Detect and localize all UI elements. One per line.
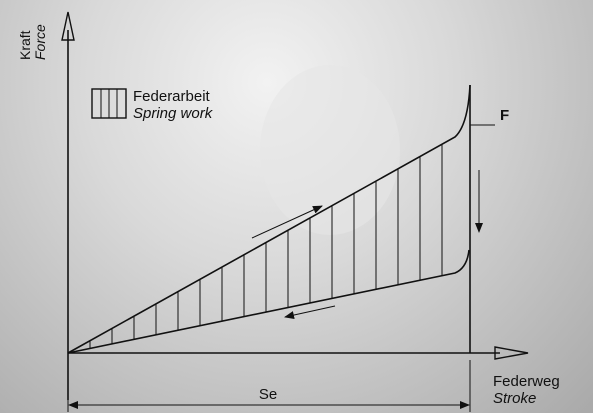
y-axis-arrow [61,11,75,41]
load-arrow [251,205,323,239]
x-axis-sublabel: Stroke [493,390,536,407]
legend-label: Federarbeit [133,88,211,105]
legend-sublabel: Spring work [133,105,214,122]
stroke-label: Se [259,386,277,403]
force-label: F [500,107,509,124]
hatching [89,144,443,349]
background-shape [260,65,400,235]
unload-arrow [284,305,336,319]
x-axis-arrow [494,346,529,360]
y-axis-label: Kraft [17,30,33,60]
x-axis-label: Federweg [493,373,560,390]
y-axis-sublabel: Force [32,24,48,60]
unloading-curve [67,249,470,354]
